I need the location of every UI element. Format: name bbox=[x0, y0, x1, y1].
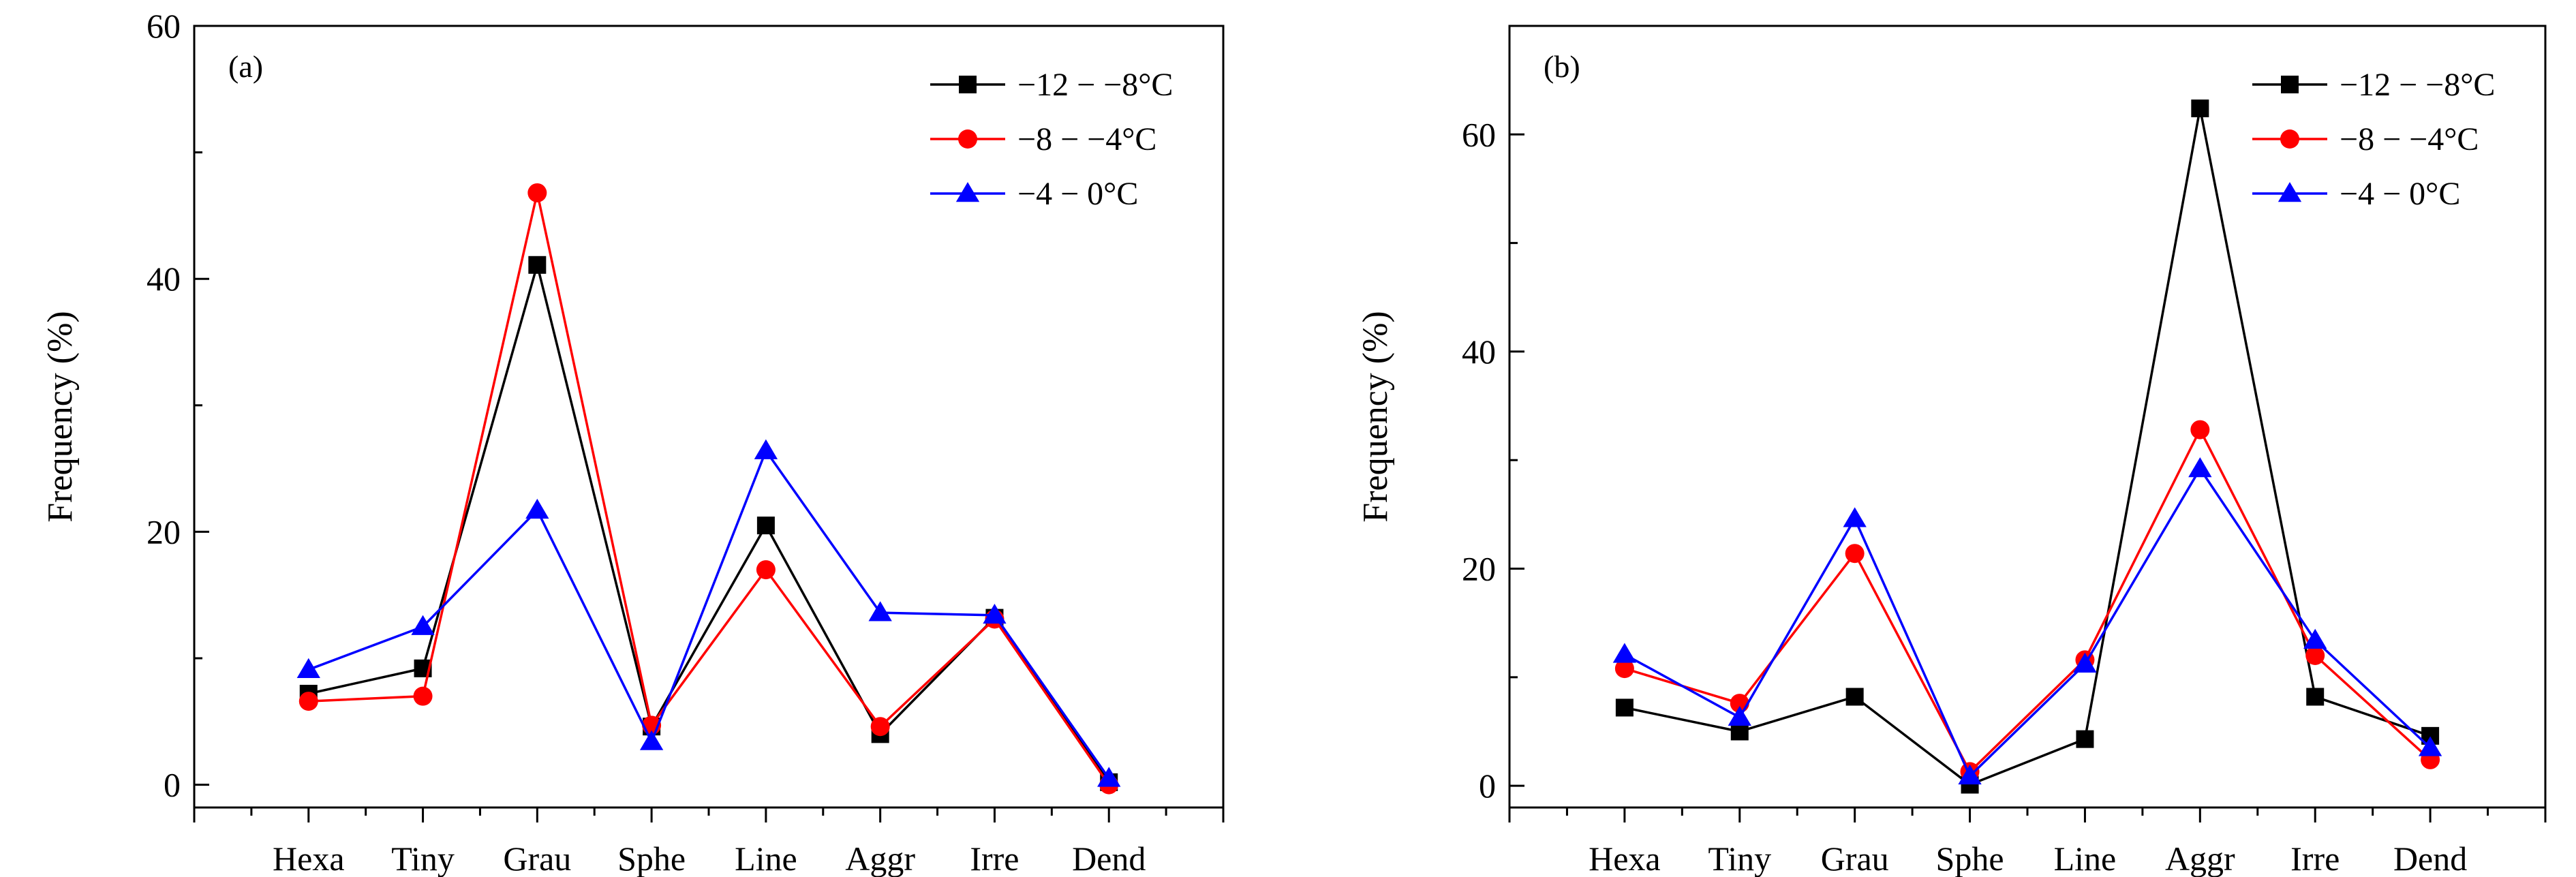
series-line bbox=[1624, 427, 2432, 774]
data-point-hexa bbox=[1615, 698, 1634, 717]
panel-label: (b) bbox=[1544, 49, 1580, 84]
data-point-hexa bbox=[1612, 643, 1637, 663]
legend-marker-circle bbox=[958, 129, 977, 149]
x-tick-label-irre: Irre bbox=[2290, 840, 2340, 877]
data-point-hexa bbox=[1614, 659, 1634, 679]
series-line bbox=[1624, 108, 2431, 786]
data-point-hexa bbox=[296, 658, 320, 678]
data-point-line bbox=[754, 439, 778, 459]
y-tick-label: 60 bbox=[147, 7, 181, 45]
data-point-grau bbox=[525, 498, 549, 519]
data-point-grau bbox=[1845, 544, 1865, 564]
data-point-grau bbox=[1845, 688, 1864, 706]
panel-label: (a) bbox=[228, 49, 263, 84]
data-point-tiny bbox=[411, 615, 435, 635]
legend-entry: −4 − 0°C bbox=[1017, 176, 1138, 212]
x-tick-label-line: Line bbox=[735, 840, 797, 877]
legend-entry: −12 − −8°C bbox=[2340, 67, 2495, 103]
data-point-line bbox=[756, 560, 776, 580]
legend: −12 − −8°C −8 − −4°C −4 − 0°C bbox=[930, 67, 1173, 212]
data-point-tiny bbox=[1728, 705, 1751, 726]
series-square bbox=[299, 256, 1118, 791]
data-point-tiny bbox=[413, 686, 433, 706]
data-point-grau bbox=[1843, 507, 1867, 527]
series-square bbox=[1615, 99, 2440, 794]
data-point-sphe bbox=[639, 730, 664, 750]
x-tick-label-grau: Grau bbox=[1821, 840, 1889, 877]
x-tick-label-tiny: Tiny bbox=[391, 840, 455, 877]
y-tick-label: 20 bbox=[147, 512, 181, 551]
y-axis-title: Frequency (%) bbox=[1356, 311, 1395, 522]
legend-marker-triangle bbox=[955, 182, 980, 202]
y-tick-label: 0 bbox=[1479, 767, 1496, 805]
data-point-dend bbox=[1097, 767, 1121, 787]
y-tick-label: 40 bbox=[147, 260, 181, 298]
x-tick-label-aggr: Aggr bbox=[845, 840, 915, 877]
x-tick-label-sphe: Sphe bbox=[1936, 840, 2004, 877]
series-line bbox=[308, 192, 1110, 786]
x-tick-label-line: Line bbox=[2054, 840, 2117, 877]
legend: −12 − −8°C −8 − −4°C −4 − 0°C bbox=[2252, 67, 2495, 212]
x-tick-label-hexa: Hexa bbox=[273, 840, 345, 877]
data-point-irre bbox=[2306, 688, 2325, 706]
x-tick-label-aggr: Aggr bbox=[2165, 840, 2235, 877]
data-point-sphe bbox=[1958, 764, 1982, 785]
data-point-aggr bbox=[2188, 457, 2212, 478]
series-circle bbox=[298, 183, 1119, 795]
series-line bbox=[308, 448, 1110, 780]
data-point-grau bbox=[527, 183, 547, 202]
data-point-irre bbox=[983, 603, 1007, 624]
data-point-line bbox=[2076, 730, 2094, 748]
y-tick-label: 60 bbox=[1462, 115, 1496, 153]
series-triangle bbox=[296, 439, 1121, 787]
data-point-grau bbox=[528, 256, 547, 274]
y-axis-title: Frequency (%) bbox=[41, 311, 80, 522]
x-tick-label-dend: Dend bbox=[1072, 840, 1146, 877]
legend-marker-triangle bbox=[2278, 182, 2302, 202]
y-tick-label: 0 bbox=[164, 766, 181, 804]
data-point-aggr bbox=[868, 601, 892, 621]
data-point-aggr bbox=[2191, 99, 2209, 118]
x-tick-label-sphe: Sphe bbox=[617, 840, 686, 877]
data-point-line bbox=[2073, 652, 2097, 673]
x-tick-label-grau: Grau bbox=[503, 840, 571, 877]
series-triangle bbox=[1612, 457, 2442, 785]
chart-panel-b: 0 20 40 60 Hexa Tiny Grau Sphe Line Aggr Irre Dend F… bbox=[1356, 25, 2547, 877]
legend-entry: −12 − −8°C bbox=[1017, 67, 1173, 103]
series-line bbox=[308, 260, 1110, 783]
legend-entry: −8 − −4°C bbox=[2340, 121, 2479, 157]
x-tick-label-hexa: Hexa bbox=[1589, 840, 1661, 877]
x-tick-label-dend: Dend bbox=[2393, 840, 2467, 877]
data-point-irre bbox=[2303, 628, 2327, 649]
data-point-aggr bbox=[2190, 420, 2210, 440]
data-point-hexa bbox=[298, 692, 318, 711]
legend-entry: −8 − −4°C bbox=[1017, 121, 1156, 157]
data-point-dend bbox=[2418, 736, 2442, 756]
series-line bbox=[1624, 466, 2432, 778]
legend-entry: −4 − 0°C bbox=[2340, 176, 2460, 212]
legend-marker-square bbox=[959, 76, 977, 93]
y-tick-label: 40 bbox=[1462, 333, 1496, 371]
data-point-aggr bbox=[870, 717, 890, 737]
data-point-irre bbox=[2305, 645, 2325, 665]
legend-marker-square bbox=[2281, 76, 2299, 93]
legend-marker-circle bbox=[2280, 129, 2299, 149]
data-point-line bbox=[756, 517, 775, 535]
y-tick-label: 20 bbox=[1462, 550, 1496, 588]
x-tick-label-irre: Irre bbox=[970, 840, 1019, 877]
x-tick-label-tiny: Tiny bbox=[1708, 840, 1771, 877]
chart-panel-a: 0 20 40 60 Hexa Tiny Grau Sphe Line Aggr Irre Dend F… bbox=[41, 7, 1225, 877]
